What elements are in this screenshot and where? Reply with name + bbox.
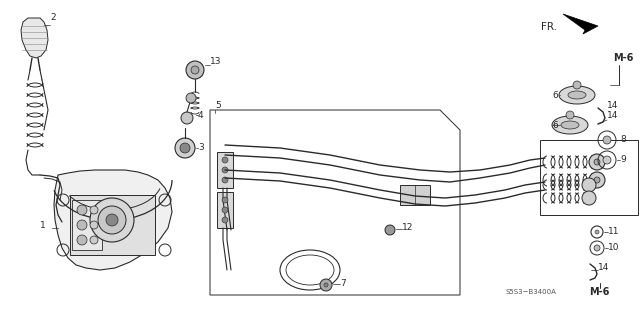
Text: 6: 6 — [552, 91, 557, 100]
Circle shape — [77, 205, 87, 215]
Text: 7: 7 — [340, 278, 346, 287]
Circle shape — [191, 66, 199, 74]
Circle shape — [603, 156, 611, 164]
Circle shape — [90, 198, 134, 242]
Text: S5S3−B3400A: S5S3−B3400A — [505, 289, 556, 295]
Circle shape — [222, 197, 228, 203]
Circle shape — [222, 177, 228, 183]
Circle shape — [90, 206, 98, 214]
Text: 14: 14 — [607, 100, 618, 109]
Circle shape — [106, 214, 118, 226]
Text: 9: 9 — [620, 155, 626, 165]
Text: 4: 4 — [198, 110, 204, 120]
Text: FR.: FR. — [541, 22, 557, 32]
Circle shape — [566, 111, 574, 119]
Text: 14: 14 — [598, 263, 609, 272]
Circle shape — [90, 236, 98, 244]
Circle shape — [175, 138, 195, 158]
Ellipse shape — [561, 121, 579, 129]
Circle shape — [181, 112, 193, 124]
Text: 5: 5 — [215, 101, 221, 110]
Circle shape — [594, 159, 600, 165]
Text: 11: 11 — [608, 227, 620, 236]
Circle shape — [594, 177, 600, 183]
Text: 12: 12 — [402, 224, 413, 233]
Ellipse shape — [559, 86, 595, 104]
Text: 3: 3 — [198, 144, 204, 152]
Circle shape — [186, 93, 196, 103]
Circle shape — [77, 235, 87, 245]
Circle shape — [385, 225, 395, 235]
Circle shape — [180, 143, 190, 153]
Polygon shape — [21, 18, 48, 58]
Ellipse shape — [568, 91, 586, 99]
Circle shape — [222, 207, 228, 213]
Text: 2: 2 — [50, 13, 56, 23]
Circle shape — [603, 136, 611, 144]
Circle shape — [222, 157, 228, 163]
Text: 6: 6 — [552, 121, 557, 130]
Polygon shape — [54, 170, 172, 270]
Text: 8: 8 — [620, 136, 626, 145]
Polygon shape — [72, 200, 102, 250]
Polygon shape — [563, 14, 598, 34]
Circle shape — [573, 81, 581, 89]
Text: 10: 10 — [608, 243, 620, 253]
Circle shape — [222, 167, 228, 173]
Circle shape — [186, 61, 204, 79]
Circle shape — [320, 279, 332, 291]
Text: 13: 13 — [210, 57, 221, 66]
Circle shape — [90, 221, 98, 229]
Circle shape — [324, 283, 328, 287]
Circle shape — [595, 230, 599, 234]
Text: M-6: M-6 — [589, 287, 609, 297]
Circle shape — [582, 191, 596, 205]
Polygon shape — [400, 185, 430, 205]
Text: 1: 1 — [40, 220, 45, 229]
Ellipse shape — [552, 116, 588, 134]
Circle shape — [582, 178, 596, 192]
Circle shape — [594, 245, 600, 251]
Circle shape — [222, 217, 228, 223]
Polygon shape — [217, 152, 233, 188]
Circle shape — [589, 172, 605, 188]
Circle shape — [589, 154, 605, 170]
Text: 14: 14 — [607, 110, 618, 120]
Circle shape — [77, 220, 87, 230]
Circle shape — [98, 206, 126, 234]
Polygon shape — [217, 192, 233, 228]
Polygon shape — [70, 195, 155, 255]
Text: M-6: M-6 — [613, 53, 634, 63]
